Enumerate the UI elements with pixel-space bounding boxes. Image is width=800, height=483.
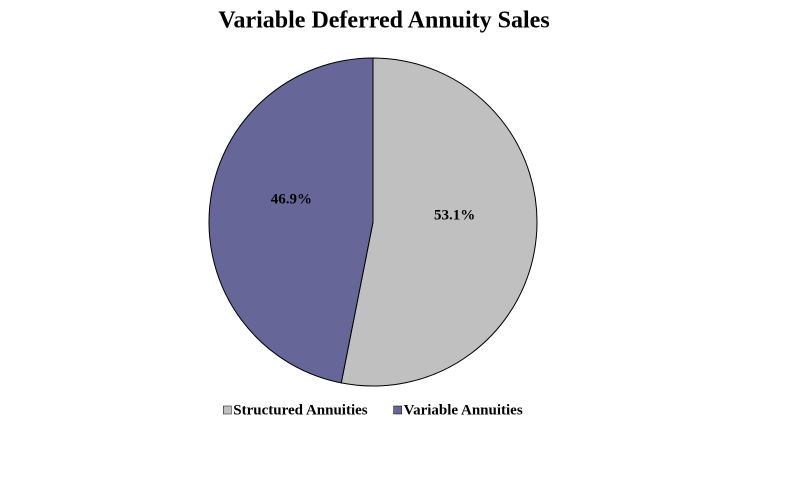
pie-slice	[340, 57, 538, 387]
legend-swatch	[393, 405, 402, 415]
legend-label: Structured Annuities	[233, 402, 367, 418]
data-label: 53.1%	[434, 207, 475, 223]
legend-swatch	[223, 405, 232, 415]
chart-title: Variable Deferred Annuity Sales	[218, 8, 549, 34]
data-label: 46.9%	[271, 191, 312, 207]
pie-slice	[208, 57, 374, 384]
legend-label: Variable Annuities	[404, 402, 523, 418]
